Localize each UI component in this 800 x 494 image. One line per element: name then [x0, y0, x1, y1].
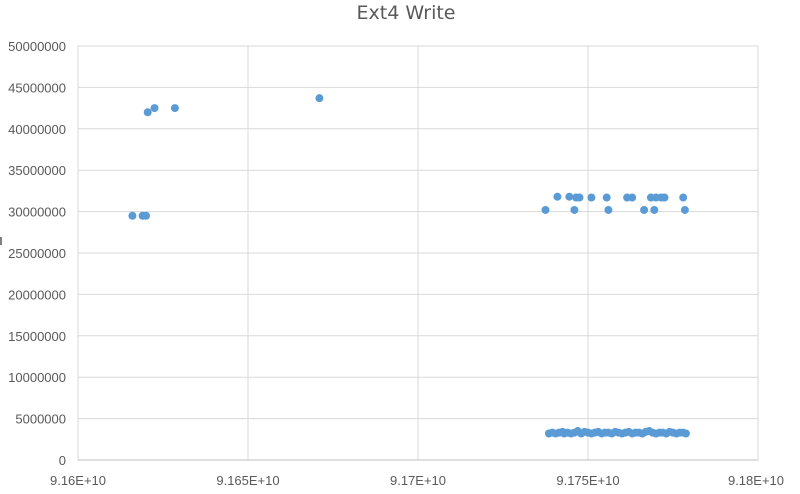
y-tick-label: 15000000: [8, 329, 66, 344]
y-tick-label: 0: [59, 453, 66, 468]
y-tick-label: 10000000: [8, 370, 66, 385]
y-tick-label: 50000000: [8, 39, 66, 54]
y-tick-label: 35000000: [8, 163, 66, 178]
x-tick-label: 9.16E+10: [50, 473, 106, 488]
data-point: [680, 205, 689, 214]
data-point: [553, 192, 562, 201]
y-tick-label: 20000000: [8, 287, 66, 302]
data-point: [142, 211, 150, 220]
data-point: [575, 193, 584, 202]
data-point: [660, 193, 669, 202]
data-point: [650, 205, 659, 214]
y-tick-label: 5000000: [15, 412, 66, 427]
x-tick-label: 9.17E+10: [390, 473, 446, 488]
data-point: [143, 108, 152, 117]
y-tick-label: 30000000: [8, 205, 66, 220]
data-point: [315, 94, 324, 103]
data-point: [640, 205, 649, 214]
x-tick-label: 9.175E+10: [556, 473, 619, 488]
data-point: [150, 104, 159, 113]
y-axis-title-stub: [0, 237, 2, 245]
y-tick-label: 25000000: [8, 246, 66, 261]
data-point: [128, 211, 137, 220]
data-point: [587, 193, 596, 202]
data-point: [679, 193, 688, 202]
y-tick-label: 40000000: [8, 122, 66, 137]
x-tick-label: 9.165E+10: [216, 473, 279, 488]
data-point: [681, 429, 690, 438]
data-point: [570, 205, 579, 214]
y-tick-label: 45000000: [8, 80, 66, 95]
data-point: [602, 193, 611, 202]
data-point: [628, 193, 637, 202]
data-point: [604, 205, 613, 214]
data-point: [541, 205, 550, 214]
data-point: [565, 192, 574, 201]
data-point: [170, 104, 179, 113]
chart-title: Ext4 Write: [356, 2, 456, 24]
x-tick-label: 9.18E+10: [728, 473, 784, 488]
